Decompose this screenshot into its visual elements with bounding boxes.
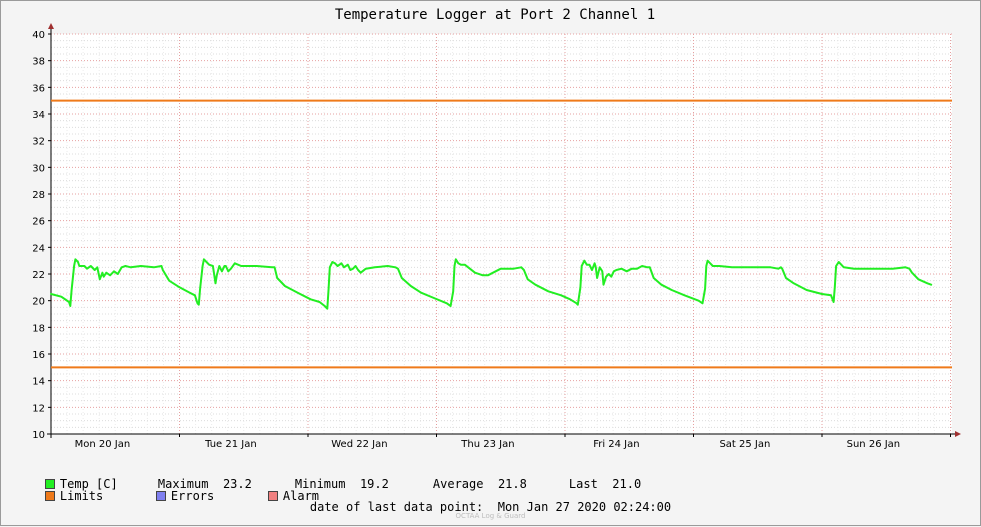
stat-average-label: Average [432, 477, 484, 491]
y-tick-label: 12 [32, 403, 45, 414]
y-tick-label: 10 [32, 430, 45, 441]
stat-maximum-label: Maximum [157, 477, 209, 491]
y-tick-label: 20 [32, 297, 45, 308]
y-tick-label: 14 [32, 377, 45, 388]
stat-last-label: Last [568, 477, 598, 491]
legend-limits: Limits [44, 489, 156, 503]
chart-title: Temperature Logger at Port 2 Channel 1 [335, 7, 655, 23]
stat-minimum: Minimum 19.2 [295, 477, 433, 491]
watermark: OCTAA Log & Guard [455, 512, 526, 520]
x-tick-label: Sun 26 Jan [847, 439, 901, 450]
y-tick-label: 30 [32, 163, 45, 174]
x-tick-label: Fri 24 Jan [593, 439, 639, 450]
y-tick-label: 40 [32, 30, 45, 41]
y-tick-label: 38 [32, 57, 45, 68]
x-tick-label: Wed 22 Jan [331, 439, 387, 450]
y-tick-label: 22 [32, 270, 45, 281]
stat-maximum-value: 23.2 [222, 477, 252, 491]
legend-swatch-alarm [267, 491, 278, 501]
legend-errors-label: Errors [170, 489, 215, 503]
y-tick-label: 32 [32, 137, 45, 148]
y-tick-label: 36 [32, 83, 45, 94]
y-tick-label: 34 [32, 110, 45, 121]
y-tick-label: 18 [32, 323, 45, 334]
y-tick-label: 24 [32, 243, 45, 254]
stat-average: Average 21.8 [433, 477, 569, 491]
temperature-line [50, 258, 933, 310]
legend-swatch-errors [155, 491, 166, 501]
stat-maximum: Maximum 23.2 [158, 477, 295, 491]
y-tick-label: 26 [32, 217, 45, 228]
x-tick-label: Tue 21 Jan [204, 439, 257, 450]
legend-alarm-label: Alarm [282, 489, 320, 503]
y-tick-label: 28 [32, 190, 45, 201]
y-tick-label: 16 [32, 350, 45, 361]
stat-minimum-label: Minimum [294, 477, 346, 491]
stat-last: Last 21.0 [569, 477, 641, 491]
legend-alarm: Alarm [267, 489, 320, 503]
x-axis-arrow [955, 431, 961, 437]
x-tick-label: Mon 20 Jan [75, 439, 131, 450]
stat-average-value: 21.8 [497, 477, 527, 491]
last-data-point: date of last data point: Mon Jan 27 2020… [1, 500, 980, 514]
legend-errors: Errors [155, 489, 268, 503]
legend-row-2: Limits Errors Alarm [16, 475, 319, 503]
last-data-point-label: date of last data point: [309, 500, 484, 514]
legend-row-1: Temp [C] Maximum 23.2 Minimum 19.2 Average … [16, 463, 641, 491]
x-tick-label: Thu 23 Jan [460, 439, 514, 450]
x-tick-label: Sat 25 Jan [719, 439, 770, 450]
last-data-point-value: Mon Jan 27 2020 02:24:00 [497, 500, 672, 514]
legend-swatch-temp [44, 479, 55, 489]
legend-swatch-limits [44, 491, 55, 501]
stat-minimum-value: 19.2 [359, 477, 389, 491]
stat-last-value: 21.0 [612, 477, 642, 491]
legend-temp-label: Temp [C] [59, 477, 118, 491]
legend-limits-label: Limits [59, 489, 104, 503]
legend-temp: Temp [C] [44, 477, 158, 491]
y-axis-arrow [48, 23, 54, 29]
